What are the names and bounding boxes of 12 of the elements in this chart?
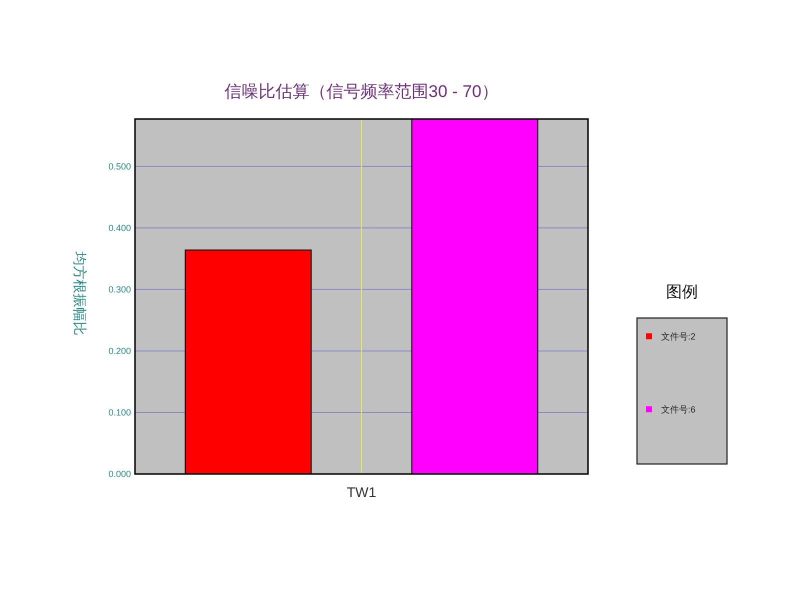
legend-label: 文件号:2 xyxy=(661,331,696,342)
y-tick-label: 0.500 xyxy=(108,162,131,172)
y-axis-title: 均方根振幅比 xyxy=(72,250,88,336)
y-tick-label: 0.400 xyxy=(108,223,131,234)
y-tick-label: 0.100 xyxy=(108,408,131,418)
chart-title: 信噪比估算（信号频率范围30 - 70） xyxy=(224,82,498,101)
legend-label: 文件号:6 xyxy=(661,404,696,414)
legend-title: 图例 xyxy=(666,284,698,301)
x-tick-label: TW1 xyxy=(346,484,376,500)
y-tick-label: 0.000 xyxy=(108,469,131,480)
y-tick-label: 0.200 xyxy=(108,346,131,356)
y-tick-label: 0.300 xyxy=(108,284,131,295)
